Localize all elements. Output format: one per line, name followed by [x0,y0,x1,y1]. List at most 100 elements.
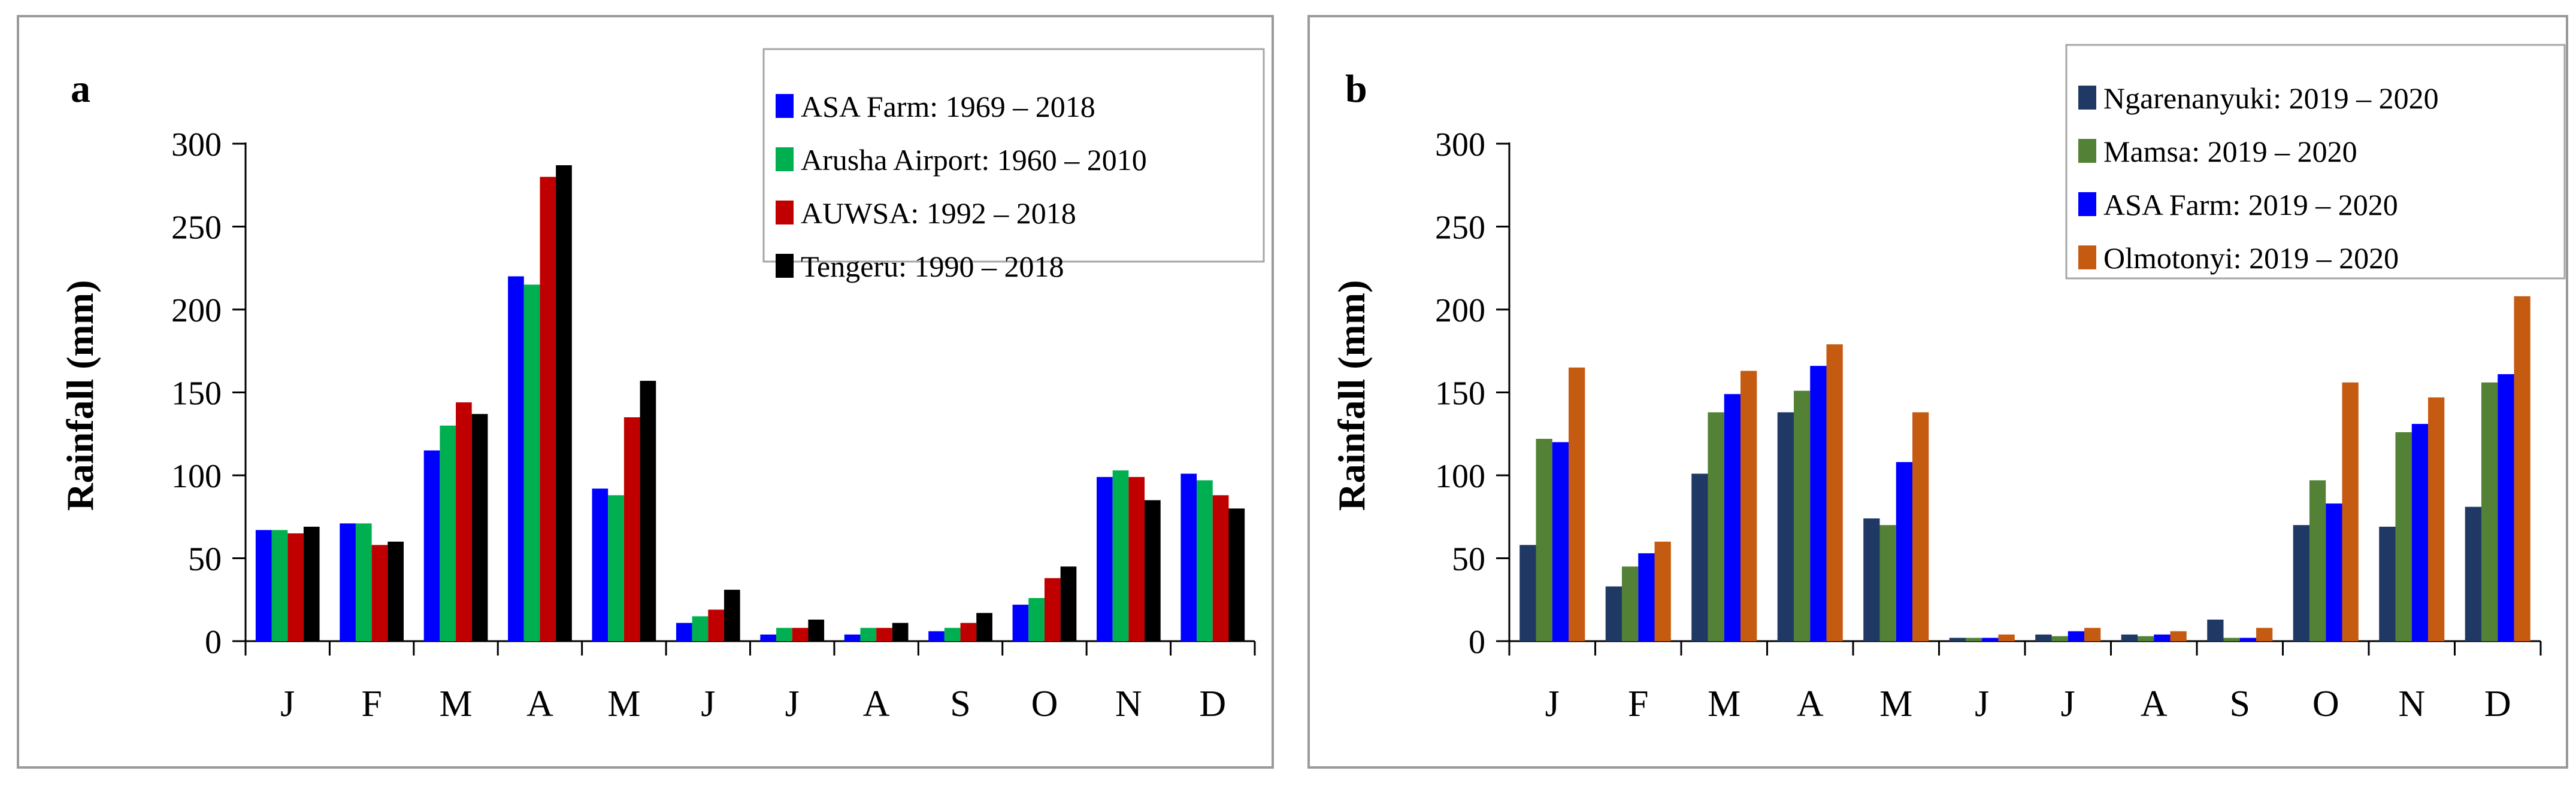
y-tick-label: 100 [171,458,222,495]
bar-4-j-1 [1569,367,1585,641]
bar-1-d-12 [1180,474,1197,641]
bar-4-m-5 [640,381,656,641]
bar-3-j-7 [2068,631,2085,641]
bar-4-j-7 [2084,627,2101,641]
y-tick-label: 300 [1435,126,1485,163]
x-tick-label: N [2398,684,2425,724]
legend-label: Arusha Airport: 1960 – 2010 [801,143,1147,177]
x-tick-label: J [2061,684,2075,724]
x-tick-label: D [2484,684,2511,724]
bar-4-a-4 [556,165,572,641]
bar-3-d-12 [1212,495,1229,641]
legend-label: Tengeru: 1990 – 2018 [801,250,1064,283]
bar-1-j-1 [255,530,272,641]
x-tick-label: N [1115,684,1142,724]
bar-2-o-10 [2309,480,2326,641]
bar-4-n-11 [2428,397,2445,641]
y-tick-label: 50 [1452,541,1485,578]
legend-swatch [776,94,794,118]
bar-4-j-7 [808,619,825,641]
bar-4-d-12 [1228,508,1245,641]
bar-1-n-11 [2379,526,2396,641]
y-tick-label: 200 [171,292,222,329]
y-tick-label: 300 [171,126,222,163]
y-tick-label: 100 [1435,458,1485,495]
bar-3-j-1 [1552,442,1569,641]
y-axis-title: Rainfall (mm) [59,280,101,511]
bar-1-a-8 [844,634,861,641]
bar-3-m-5 [623,417,640,641]
x-tick-label: A [863,684,890,724]
bar-2-f-2 [1621,566,1639,641]
bar-3-j-7 [792,627,809,641]
bar-3-a-4 [540,177,556,641]
bar-2-f-2 [355,523,372,641]
legend-box [2065,44,2566,280]
x-tick-label: O [1031,684,1058,724]
bar-2-d-12 [1197,480,1213,641]
bar-1-j-7 [760,634,777,641]
bar-2-m-3 [1708,412,1724,641]
bar-1-a-8 [2121,634,2138,641]
panel-label: b [1345,67,1367,111]
bar-4-m-3 [471,414,488,641]
bar-3-f-2 [371,545,388,641]
bar-4-a-4 [1826,344,1843,641]
bar-1-o-10 [1012,605,1029,641]
bar-3-j-1 [287,533,304,641]
legend-label: ASA Farm: 1969 – 2018 [801,90,1095,123]
legend-swatch [2078,139,2096,163]
bar-4-m-3 [1740,371,1757,641]
x-tick-label: M [1708,684,1740,724]
bar-4-d-12 [2514,296,2530,642]
x-tick-label: D [1199,684,1226,724]
bar-2-a-4 [523,284,540,641]
y-tick-label: 0 [1469,624,1485,661]
bar-3-j-6 [708,609,724,641]
bar-1-m-3 [1691,474,1708,641]
bar-1-a-4 [1777,412,1794,641]
bar-2-a-8 [860,627,877,641]
legend-label: Ngarenanyuki: 2019 – 2020 [2103,81,2439,115]
legend-label: Olmotonyi: 2019 – 2020 [2103,241,2399,275]
bar-4-f-2 [388,541,404,641]
bar-1-m-3 [423,450,440,641]
bar-1-j-6 [676,623,692,641]
bar-4-a-8 [2170,631,2187,641]
bar-1-o-10 [2293,525,2309,641]
x-tick-label: F [1628,684,1648,724]
bar-3-a-8 [876,627,892,641]
y-axis-title: Rainfall (mm) [1330,280,1373,511]
x-tick-label: J [785,684,800,724]
bar-4-f-2 [1654,541,1671,641]
x-tick-label: S [950,684,970,724]
bar-1-s-9 [928,631,945,641]
bar-3-m-3 [456,402,472,641]
bar-4-m-5 [1912,412,1929,641]
legend-swatch [2078,192,2096,216]
bar-3-n-11 [2411,424,2429,641]
bar-4-j-6 [724,590,740,641]
y-tick-label: 250 [171,210,222,247]
bar-2-s-9 [944,627,961,641]
bar-3-d-12 [2498,374,2514,641]
legend-label: Mamsa: 2019 – 2020 [2103,135,2357,168]
legend-swatch [776,201,794,224]
bar-3-s-9 [960,623,977,641]
legend-label: ASA Farm: 2019 – 2020 [2103,188,2398,221]
bar-4-o-10 [2342,382,2359,641]
legend-box [762,48,1265,263]
x-tick-label: J [1545,684,1560,724]
x-tick-label: J [1975,684,1989,724]
bar-3-f-2 [1638,553,1655,641]
x-tick-label: S [2230,684,2250,724]
legend-swatch [2078,245,2096,269]
x-tick-label: A [1797,684,1824,724]
bar-4-n-11 [1145,500,1161,641]
bar-3-o-10 [1044,578,1061,641]
bar-4-s-9 [976,612,992,641]
bar-2-n-11 [1112,470,1129,641]
bar-3-m-3 [1724,394,1741,641]
legend-swatch [776,147,794,171]
